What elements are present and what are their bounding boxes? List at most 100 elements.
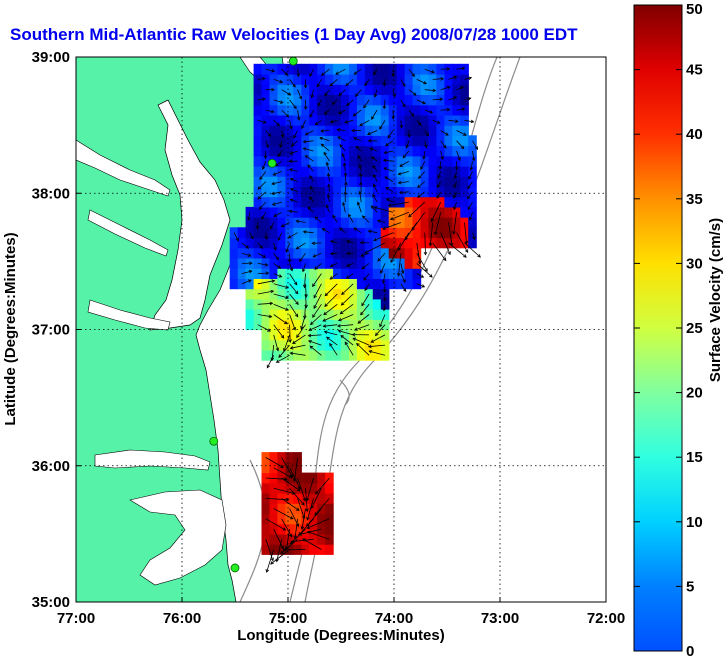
velocity-arrowhead — [353, 227, 358, 231]
velocity-cell — [333, 227, 342, 239]
velocity-arrow — [361, 293, 370, 306]
velocity-arrowhead — [417, 260, 422, 265]
velocity-arrowhead — [279, 79, 284, 84]
velocity-arrowhead — [385, 198, 390, 202]
velocity-arrow — [273, 314, 288, 325]
velocity-cell — [428, 206, 438, 218]
velocity-arrow — [364, 283, 370, 291]
velocity-cell — [317, 472, 326, 484]
velocity-arrowhead — [235, 237, 239, 242]
velocity-cell — [325, 155, 334, 167]
velocity-arrow — [290, 178, 298, 182]
velocity-cell — [293, 268, 302, 279]
velocity-arrow — [377, 220, 386, 223]
velocity-arrow — [277, 232, 283, 241]
velocity-arrowhead — [351, 332, 356, 337]
velocity-arrowhead — [273, 247, 277, 251]
velocity-cell — [372, 74, 382, 85]
velocity-arrowhead — [255, 226, 260, 230]
velocity-cell — [349, 104, 358, 116]
velocity-cell — [293, 339, 302, 351]
velocity-arrow — [321, 68, 330, 76]
velocity-arrowhead — [307, 333, 312, 338]
velocity-arrowhead — [445, 132, 449, 136]
velocity-cell — [468, 237, 477, 249]
velocity-cell — [325, 544, 334, 555]
velocity-cell — [237, 227, 247, 239]
velocity-cell — [349, 196, 358, 208]
velocity-cell — [309, 135, 318, 147]
velocity-arrowhead — [383, 167, 388, 171]
velocity-cell — [333, 84, 342, 95]
velocity-cell — [356, 288, 366, 300]
velocity-cell — [301, 523, 310, 535]
velocity-arrow — [400, 273, 406, 283]
velocity-cell — [325, 349, 334, 361]
velocity-cell — [269, 493, 279, 504]
velocity-arrowhead — [382, 289, 387, 293]
velocity-arrow — [294, 457, 298, 482]
velocity-arrowhead — [467, 195, 471, 200]
velocity-arrowhead — [373, 206, 378, 210]
velocity-arrow — [306, 518, 330, 529]
velocity-cell — [325, 482, 334, 494]
velocity-arrow — [273, 273, 282, 278]
velocity-cell — [412, 176, 422, 187]
velocity-arrowhead — [305, 497, 310, 502]
velocity-cell — [396, 84, 406, 95]
y-tick-label: 38:00 — [32, 185, 70, 202]
velocity-arrow — [265, 109, 274, 113]
velocity-arrowhead — [284, 72, 289, 76]
x-tick-label: 75:00 — [269, 610, 307, 627]
velocity-arrow — [382, 222, 402, 230]
velocity-arrowhead — [295, 523, 300, 528]
velocity-cell — [277, 298, 286, 310]
velocity-cell — [317, 247, 326, 259]
velocity-cell — [452, 104, 461, 116]
velocity-arrow — [353, 137, 362, 142]
velocity-arrow — [440, 140, 447, 149]
velocity-cell — [333, 329, 342, 341]
velocity-arrow — [360, 252, 370, 257]
velocity-cell — [309, 217, 318, 228]
velocity-arrowhead — [440, 156, 444, 161]
velocity-arrow — [367, 130, 378, 135]
velocity-arrowhead — [338, 318, 342, 322]
velocity-arrow — [289, 487, 305, 506]
velocity-arrow — [432, 78, 444, 80]
velocity-arrow — [456, 150, 461, 161]
velocity-arrow — [281, 477, 301, 492]
velocity-arrowhead — [371, 116, 375, 120]
velocity-cell — [364, 84, 374, 95]
velocity-arrowhead — [353, 71, 358, 75]
plot-area — [76, 57, 606, 602]
velocity-cell — [460, 196, 469, 208]
velocity-arrow — [416, 283, 425, 288]
velocity-arrowhead — [288, 533, 293, 538]
velocity-arrow — [324, 293, 338, 307]
velocity-arrowhead — [275, 347, 280, 352]
velocity-arrowhead — [405, 144, 409, 149]
chart-title: Southern Mid-Atlantic Raw Velocities (1 … — [10, 25, 578, 44]
velocity-arrowhead — [341, 291, 345, 296]
velocity-arrowhead — [257, 195, 262, 200]
velocity-arrowhead — [428, 242, 433, 247]
velocity-cell — [301, 339, 310, 351]
velocity-cell — [261, 135, 271, 147]
velocity-cell — [388, 94, 398, 106]
velocity-arrowhead — [247, 279, 252, 283]
velocity-arrowhead — [288, 209, 293, 214]
velocity-cell — [333, 309, 342, 320]
velocity-arrow — [383, 167, 394, 172]
velocity-arrowhead — [367, 229, 372, 234]
velocity-cell — [341, 329, 350, 341]
velocity-arrow — [362, 215, 370, 223]
velocity-cell — [285, 533, 294, 545]
velocity-cell — [293, 258, 302, 269]
velocity-cell — [428, 155, 438, 167]
velocity-cell — [349, 268, 358, 279]
velocity-cell — [380, 63, 390, 75]
velocity-arrow — [257, 98, 266, 101]
velocity-cell — [325, 288, 334, 300]
velocity-cell — [356, 258, 366, 269]
